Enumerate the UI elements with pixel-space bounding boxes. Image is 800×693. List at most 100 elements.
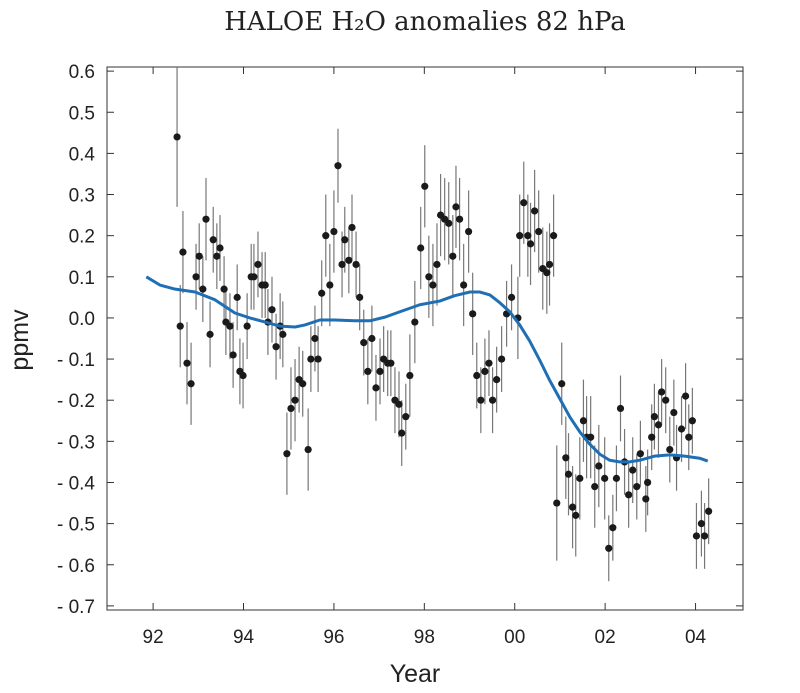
data-point [220,285,228,293]
data-point [398,429,406,437]
data-point [330,227,338,236]
data-point [449,252,457,260]
data-point [609,524,617,532]
data-point [677,425,686,433]
data-point [636,450,644,458]
x-tick-label: 96 [323,627,344,648]
data-point [445,219,453,227]
data-point [195,252,203,260]
data-point [572,511,580,519]
data-point [360,339,368,347]
data-point [291,396,299,404]
data-point [173,133,181,141]
x-tick-label: 98 [414,627,435,648]
data-point [579,417,588,425]
data-point [498,355,506,363]
y-tick-label: 0.0 [69,309,95,330]
data-point [311,334,319,343]
data-point [601,474,609,482]
data-point [460,281,468,289]
data-point [587,433,595,441]
data-point [507,293,516,301]
data-point [206,330,214,338]
data-point [417,244,425,252]
data-point [425,273,433,281]
data-point [455,215,464,223]
data-point [688,417,696,425]
data-point [650,413,659,421]
y-tick-label: - 0.3 [57,432,95,453]
data-point [213,252,221,260]
data-point [685,433,693,441]
data-point [488,396,497,404]
data-point [322,232,330,240]
x-axis-label: Year [390,660,441,688]
y-tick-label: - 0.5 [57,515,95,536]
data-point [564,470,573,478]
data-point [199,285,207,293]
data-point [364,367,372,376]
y-tick-label: 0.5 [69,103,95,124]
data-point [348,223,356,232]
data-point [612,474,621,482]
data-point [633,482,641,491]
data-point [406,371,414,380]
x-tick-label: 92 [143,627,164,648]
y-tick-label: 0.4 [69,144,96,165]
data-point [421,182,429,190]
data-point [670,408,678,417]
data-point [272,343,280,351]
data-point [642,495,650,503]
data-point [595,462,603,470]
y-tick-label: - 0.1 [57,350,95,371]
data-point [216,244,224,252]
y-tick-label: - 0.7 [57,597,95,618]
data-point [250,273,258,281]
data-point [243,322,251,330]
data-point [387,359,395,367]
data-point [314,355,322,363]
data-point [187,380,195,388]
data-point [644,478,652,487]
x-tick-label: 02 [595,627,616,648]
data-point [481,367,489,376]
data-point [550,232,558,240]
data-point [261,281,269,289]
data-point [352,260,360,269]
data-point [229,351,237,359]
data-point [562,454,570,462]
data-point [176,322,184,330]
data-point [524,232,532,240]
data-point [553,499,561,507]
data-point [625,491,633,499]
x-tick-label: 04 [685,627,707,648]
data-point [368,334,376,343]
y-tick-label: 0.6 [69,62,95,83]
data-point [341,236,349,244]
data-point [568,503,577,511]
data-point [697,520,706,528]
data-point [338,260,346,269]
data-point [254,260,262,269]
data-point [558,380,566,388]
data-point [477,396,485,404]
y-tick-label: - 0.2 [57,391,95,412]
data-point [239,371,247,380]
y-tick-label: - 0.4 [57,473,95,494]
data-point [372,384,380,392]
data-point [307,355,315,363]
data-point [526,240,535,248]
x-tick-label: 94 [233,627,255,648]
data-point [376,367,384,376]
data-point [283,450,291,458]
data-point [402,413,410,421]
data-point [520,199,528,207]
data-point [304,445,312,454]
data-point [226,322,234,330]
plot-frame [106,66,744,611]
data-point [681,392,690,400]
y-axis-label: ppmv [6,309,34,371]
data-point [233,293,241,301]
